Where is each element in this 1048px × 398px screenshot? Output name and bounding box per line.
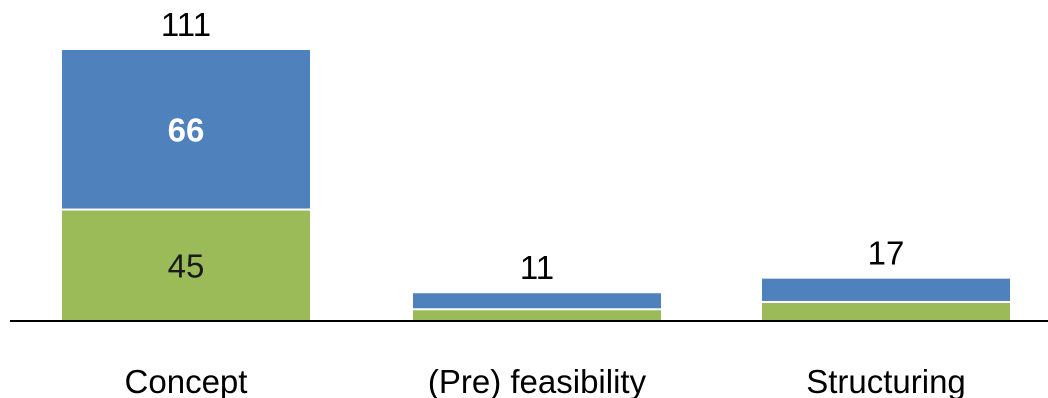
labels-group: 45 66 111 Concept 11 (Pre) feasibility 17 Struc… <box>125 6 966 398</box>
segment-label-concept-0: 45 <box>168 247 205 284</box>
bar-segment-pre-feasibility-1 <box>413 293 661 309</box>
total-label-structuring: 17 <box>868 235 905 272</box>
bar-segment-pre-feasibility-0 <box>413 310 661 320</box>
category-label-concept: Concept <box>125 363 248 398</box>
bars-group <box>62 50 1010 320</box>
category-label-structuring: Structuring <box>806 363 966 398</box>
segment-label-concept-1: 66 <box>168 111 205 148</box>
total-label-pre-feasibility: 11 <box>520 249 554 286</box>
bar-segment-structuring-1 <box>762 278 1010 301</box>
total-label-concept: 111 <box>161 6 211 43</box>
category-label-pre-feasibility: (Pre) feasibility <box>428 363 647 398</box>
bar-segment-concept-1 <box>62 50 310 209</box>
bar-segment-structuring-0 <box>762 302 1010 320</box>
bar-segment-concept-0 <box>62 210 310 320</box>
